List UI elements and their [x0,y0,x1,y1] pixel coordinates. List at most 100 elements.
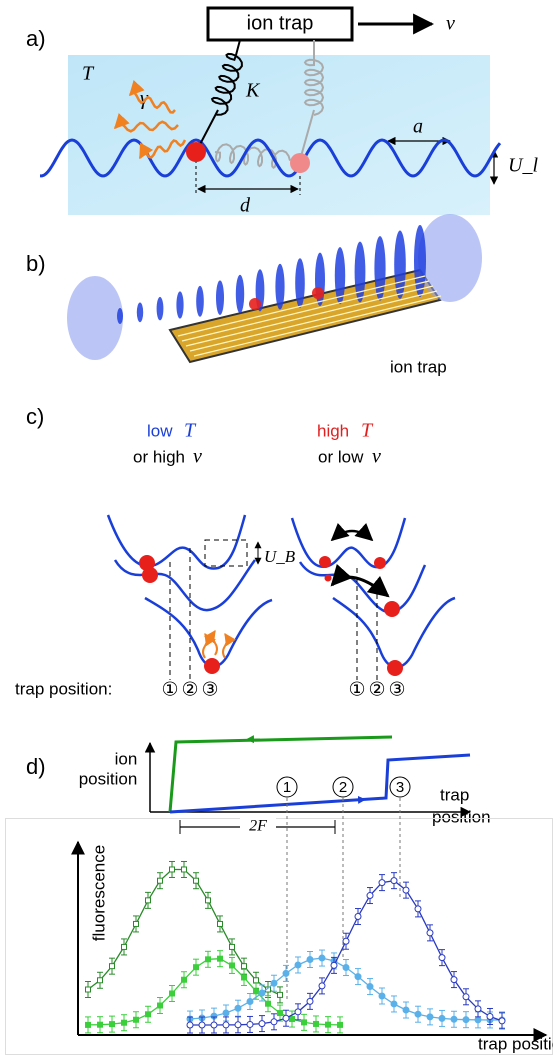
data-point [110,1022,115,1027]
data-point [266,1001,271,1006]
lattice-disk [414,225,426,297]
x-axis-label: position [432,807,491,826]
data-point [355,974,361,980]
data-point [223,1010,229,1016]
data-point [254,989,259,994]
data-point [278,1011,283,1016]
data-point [290,1017,295,1022]
end-cap [418,214,482,302]
data-point [487,1013,493,1019]
data-point [206,957,211,962]
ion [290,153,310,173]
lattice-disk [196,286,204,317]
ion [204,658,220,674]
data-point [367,893,373,899]
lattice-disk [216,280,224,315]
barrier-label: U_B [264,547,296,566]
data-point [367,984,373,990]
depth-label: U_l [508,155,538,177]
ion [142,567,158,583]
ion [387,660,403,676]
potential-curve [292,518,405,567]
ion [319,556,331,568]
heading-symbol: v [372,446,381,468]
fluorescence-curve [190,881,502,1025]
lattice-disk [117,308,123,324]
data-point [295,1009,301,1015]
heading-word: high [317,421,349,440]
page: figure html,body{margin:0;padding:0;back… [0,0,553,1055]
data-point [391,1001,397,1007]
data-point [283,970,289,976]
data-point [218,921,223,926]
data-point [122,944,127,949]
position-marker: ③ [388,679,405,701]
trap-label: ion trap [390,357,447,376]
lattice-disk [236,275,244,313]
data-point [295,962,301,968]
medium [68,55,490,215]
photons [203,631,227,658]
y-axis-label: fluorescence [89,845,108,941]
heading-symbol: T [184,420,197,442]
data-point [403,1007,409,1013]
data-point [182,867,187,872]
trap-position-label: trap position: [15,679,112,698]
position-marker: ① [348,679,365,701]
data-point [415,906,421,912]
data-point [338,1022,343,1027]
data-point [235,1022,241,1028]
position-label: 3 [396,779,404,796]
data-point [254,978,259,983]
velocity-label: v [446,13,455,35]
data-point [314,1021,319,1026]
data-point [355,914,361,920]
data-point [223,1022,229,1028]
data-point [146,898,151,903]
position-marker: ② [368,679,385,701]
data-point [283,1015,289,1021]
trap-box-label: ion trap [247,12,314,34]
potential-curve [300,562,425,612]
lattice-disk [374,236,385,301]
ion [325,575,332,582]
data-point [170,991,175,996]
ion [312,287,324,299]
data-point [86,1022,91,1027]
heading-word: or low [318,447,364,466]
data-point [242,975,247,980]
data-point [463,994,469,1000]
potential-curve [115,560,255,610]
data-point [230,944,235,949]
data-point [158,878,163,883]
data-point [343,965,349,971]
hysteresis-blue [170,755,470,812]
data-point [259,990,265,996]
data-point [499,1018,505,1024]
position-label: 1 [283,779,291,796]
data-point [343,938,349,944]
data-point [194,965,199,970]
data-point [427,930,433,936]
data-point [187,1022,193,1028]
panel-label: a) [26,26,46,51]
data-point [271,1019,277,1025]
data-point [307,957,313,963]
temperature-label: T [82,63,95,85]
x-axis-label: trap [440,785,469,804]
data-point [451,977,457,983]
body: {"panel_a":{"label":"a)","trap_box":"ion… [0,0,553,1055]
data-point [247,999,253,1005]
potential-curve [108,515,245,569]
data-point [331,962,337,968]
data-point [158,1003,163,1008]
data-point [463,1017,469,1023]
lattice-disk [176,291,183,318]
photon [203,634,207,658]
y-axis-label: ion [115,749,138,768]
potentials [108,515,455,667]
data-point [86,987,91,992]
data-point [98,1022,103,1027]
distance-label: d [240,195,251,217]
data-point [326,1022,331,1027]
